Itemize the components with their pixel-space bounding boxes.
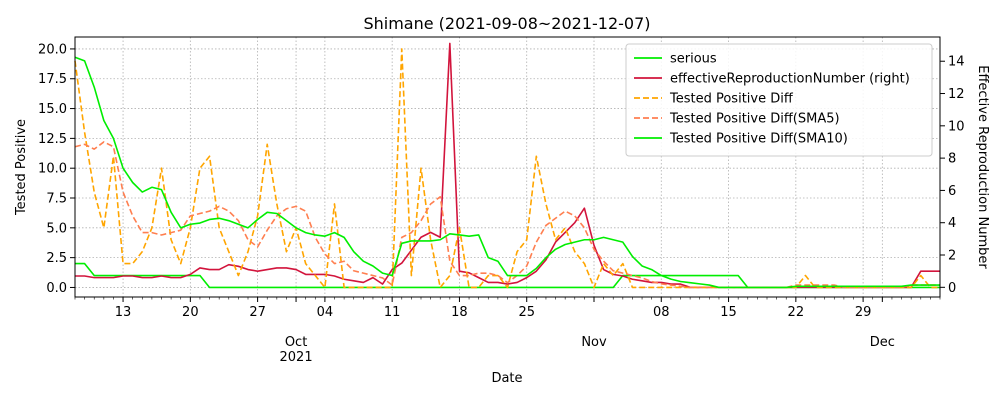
series-layer [74,42,940,289]
x-tick-label: 20 [182,305,199,320]
x-tick-label: 11 [384,305,401,320]
x-axis-title: Date [491,371,522,386]
y2-tick-label: 6 [948,184,956,199]
legend-label: Tested Positive Diff(SMA5) [669,112,840,127]
y2-tick-label: 0 [948,281,956,296]
x-tick-label: 29 [855,305,872,320]
x-tick-label: 15 [720,305,737,320]
chart-title: Shimane (2021-09-08~2021-12-07) [363,14,650,33]
series-line-3 [74,141,940,289]
left-axis: 0.0 2.5 5.0 7.5 10.0 12.5 15.0 17.5 20.0 [38,42,75,296]
right-axis: 0 2 4 6 8 10 12 14 [940,55,965,296]
x-tick-label: Dec [870,335,895,350]
y2-tick-label: 4 [948,216,956,231]
x-tick-label: 08 [653,305,670,320]
legend: serious effectiveReproductionNumber (righ… [625,43,933,157]
y2-axis-title: Effective Reproduction Number [975,65,990,269]
legend-label: Tested Positive Diff [669,92,794,107]
y2-tick-label: 10 [948,119,965,134]
x-tick-label: 04 [317,305,334,320]
y-tick-label: 0.0 [46,281,67,296]
x-tick-label: 18 [451,305,468,320]
y2-tick-label: 14 [948,55,965,70]
y-axis-title: Tested Positive [14,119,29,216]
y2-tick-label: 2 [948,249,956,264]
y-tick-label: 12.5 [38,132,67,147]
x-tick-label: 22 [788,305,805,320]
legend-box [625,43,933,157]
y-tick-label: 7.5 [46,192,67,207]
y-tick-label: 17.5 [38,72,67,87]
y-tick-label: 10.0 [38,162,67,177]
series-line-2 [74,48,940,289]
x-tick-label: Nov [581,335,607,350]
y-tick-label: 5.0 [46,221,67,236]
legend-label: effectiveReproductionNumber (right) [670,72,910,87]
y2-tick-label: 12 [948,87,965,102]
x-tick-label: 13 [115,305,132,320]
x-tick-label: 25 [518,305,535,320]
x-tick-sublabel: 2021 [280,350,313,365]
x-tick-label: Oct [285,335,307,350]
y2-tick-label: 8 [948,152,956,167]
legend-label: serious [670,52,717,67]
y-tick-label: 2.5 [46,251,67,266]
y-tick-label: 20.0 [38,42,67,57]
y-tick-label: 15.0 [38,102,67,117]
x-tick-label: 27 [249,305,266,320]
legend-label: Tested Positive Diff(SMA10) [669,132,848,147]
series-line-4 [74,56,940,289]
